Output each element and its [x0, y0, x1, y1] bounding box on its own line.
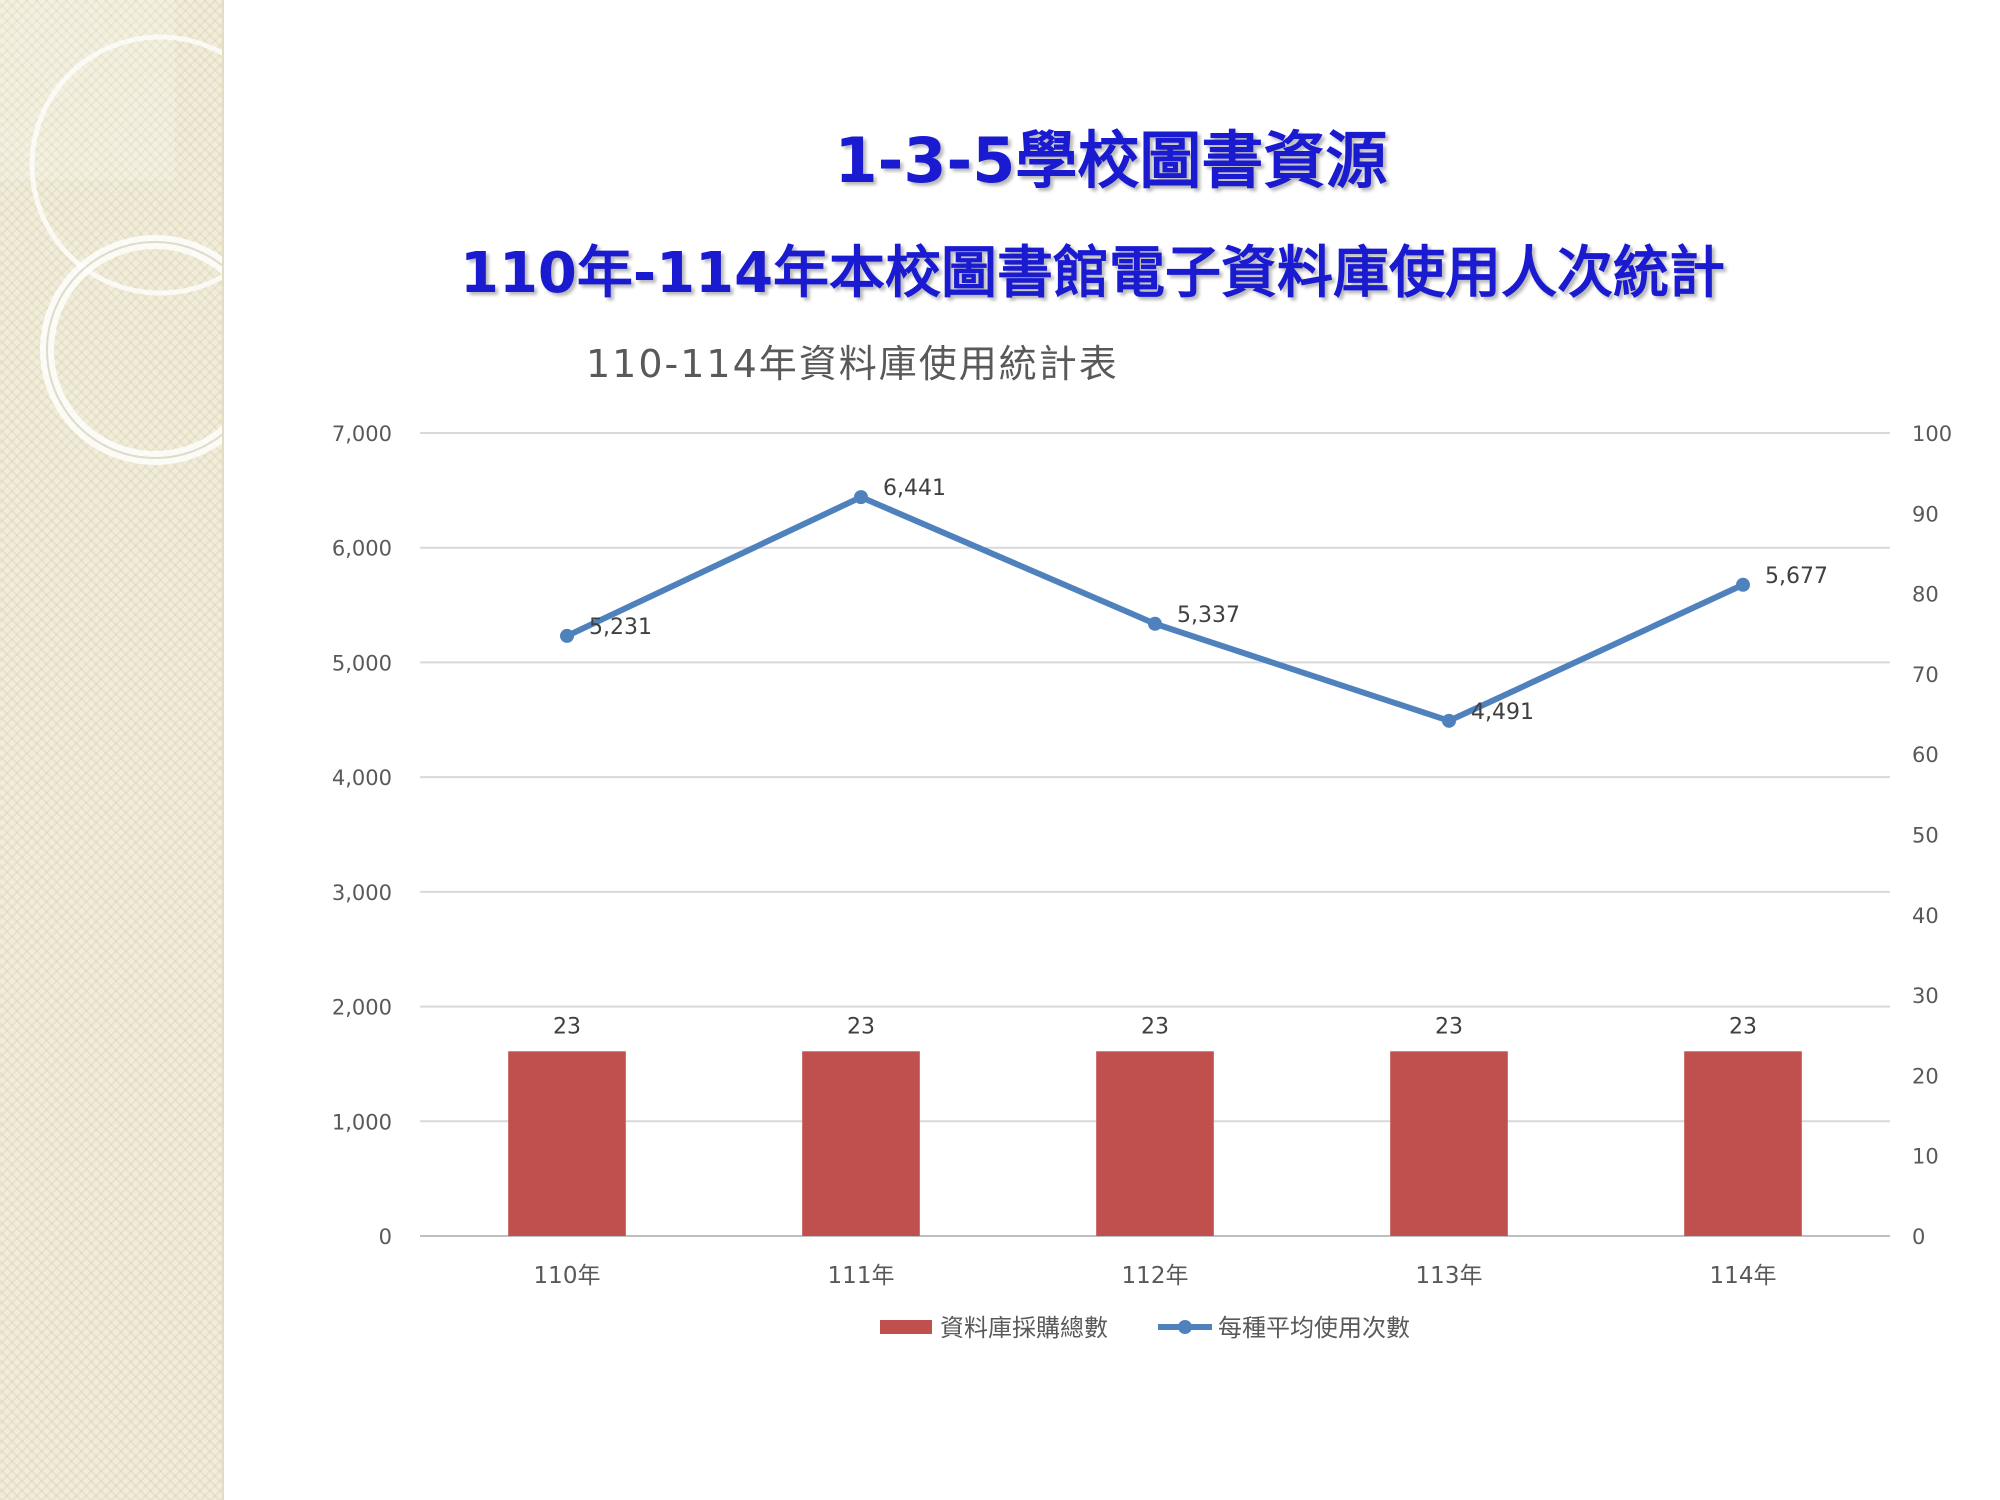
bar — [1684, 1051, 1802, 1236]
line-point — [560, 628, 574, 643]
slide-title: 1-3-5學校圖書資源 — [834, 124, 1388, 197]
bar — [508, 1051, 626, 1236]
left-axis-tick-label: 5,000 — [332, 651, 392, 675]
left-axis-tick-label: 0 — [379, 1225, 392, 1249]
left-axis-tick-label: 1,000 — [332, 1110, 392, 1134]
chart-legend: 資料庫採購總數 每種平均使用次數 — [880, 1314, 1410, 1342]
x-axis-tick-label: 110年 — [534, 1263, 601, 1289]
bar — [1096, 1051, 1214, 1236]
right-axis-tick-label: 10 — [1912, 1145, 1939, 1169]
legend-label-line: 每種平均使用次數 — [1218, 1314, 1410, 1342]
right-axis-tick-label: 80 — [1912, 583, 1939, 607]
x-axis: 110年 111年 112年 113年 114年 — [534, 1263, 1777, 1289]
right-axis-tick-label: 50 — [1912, 824, 1939, 848]
left-axis: 0 1,000 2,000 3,000 4,000 5,000 6,000 7,000 — [332, 422, 392, 1249]
line-point — [854, 490, 868, 505]
line-data-label: 6,441 — [883, 476, 946, 501]
bar — [802, 1051, 920, 1236]
bar — [1390, 1051, 1508, 1236]
x-axis-tick-label: 113年 — [1416, 1263, 1483, 1289]
right-axis-tick-label: 60 — [1912, 743, 1939, 767]
right-axis-tick-label: 100 — [1912, 422, 1952, 446]
bar-data-label: 23 — [847, 1014, 875, 1039]
decorative-side-panel — [0, 0, 224, 1500]
decorative-rings — [0, 0, 222, 465]
slide-subtitle: 110年-114年本校圖書館電子資料庫使用人次統計 — [460, 241, 1726, 306]
right-axis-tick-label: 20 — [1912, 1064, 1939, 1088]
right-axis-tick-label: 70 — [1912, 663, 1939, 687]
legend-swatch-marker — [1178, 1320, 1192, 1334]
left-axis-tick-label: 4,000 — [332, 766, 392, 790]
legend-swatch-bar — [880, 1320, 932, 1334]
left-axis-tick-label: 2,000 — [332, 996, 392, 1020]
legend-label-bar: 資料庫採購總數 — [940, 1314, 1108, 1342]
grid-lines — [420, 432, 1890, 1237]
chart-title: 110-114年資料庫使用統計表 — [586, 342, 1119, 386]
bar-data-label: 23 — [1141, 1014, 1169, 1039]
left-axis-tick-label: 3,000 — [332, 881, 392, 905]
line-data-label: 5,677 — [1765, 564, 1828, 589]
right-axis-tick-label: 30 — [1912, 984, 1939, 1008]
left-axis-tick-label: 7,000 — [332, 422, 392, 446]
line-point — [1442, 713, 1456, 728]
bar-data-label: 23 — [1435, 1014, 1463, 1039]
right-axis: 0 10 20 30 40 50 60 70 80 90 100 — [1912, 422, 1952, 1249]
bar-series: 23 23 23 23 23 — [508, 1014, 1802, 1236]
x-axis-tick-label: 112年 — [1122, 1263, 1189, 1289]
right-axis-tick-label: 0 — [1912, 1225, 1925, 1249]
x-axis-tick-label: 114年 — [1710, 1263, 1777, 1289]
bar-data-label: 23 — [553, 1014, 581, 1039]
line-data-label: 4,491 — [1471, 700, 1534, 725]
line-data-label: 5,231 — [589, 615, 652, 640]
line-data-label: 5,337 — [1177, 603, 1240, 628]
right-axis-tick-label: 90 — [1912, 502, 1939, 526]
series-line — [564, 494, 1746, 724]
x-axis-tick-label: 111年 — [828, 1263, 895, 1289]
left-axis-tick-label: 6,000 — [332, 537, 392, 561]
bar-data-label: 23 — [1729, 1014, 1757, 1039]
line-point — [1736, 577, 1750, 592]
right-axis-tick-label: 40 — [1912, 904, 1939, 928]
line-point — [1148, 616, 1162, 631]
line-series: 5,231 6,441 5,337 4,491 5,677 — [560, 476, 1828, 728]
